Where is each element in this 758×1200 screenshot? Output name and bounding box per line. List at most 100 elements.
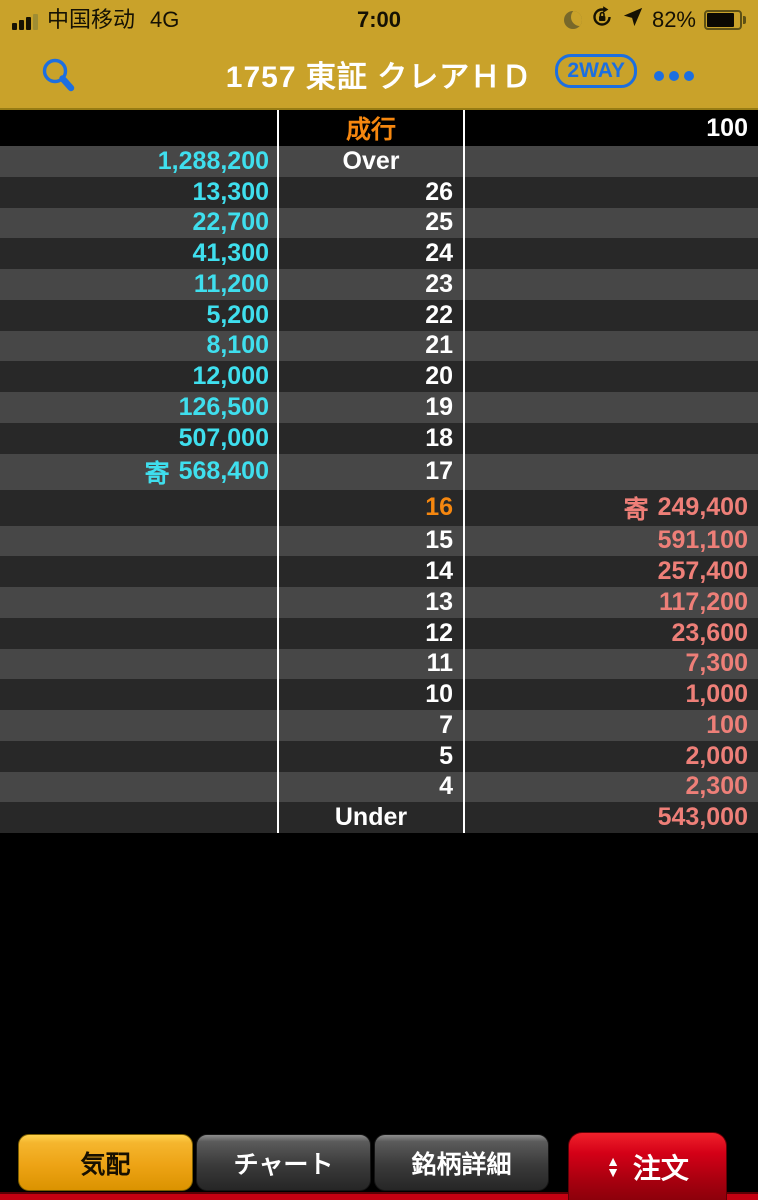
price-cell[interactable]: 18	[277, 422, 465, 454]
bid-qty-cell[interactable]	[0, 526, 277, 557]
ask-qty-cell[interactable]: 寄 249,400	[465, 490, 758, 526]
bid-qty-cell[interactable]	[0, 772, 277, 803]
ask-qty-cell[interactable]: 100	[465, 710, 758, 741]
bid-qty-cell[interactable]	[0, 802, 277, 833]
ask-qty-cell[interactable]	[465, 238, 758, 269]
ask-qty-cell[interactable]: 117,200	[465, 587, 758, 618]
price-cell[interactable]: Under	[277, 802, 465, 833]
ask-qty-cell[interactable]	[465, 177, 758, 208]
bid-qty-cell[interactable]: 8,100	[0, 331, 277, 362]
bid-qty-cell[interactable]: 13,300	[0, 177, 277, 208]
bid-qty-cell[interactable]	[0, 110, 277, 146]
price-cell[interactable]: 21	[277, 330, 465, 362]
price-cell[interactable]: 16	[277, 489, 465, 526]
ask-qty-cell[interactable]: 257,400	[465, 556, 758, 587]
board-row[interactable]: 11 7,300	[0, 648, 758, 680]
bid-qty-cell[interactable]	[0, 490, 277, 526]
price-cell[interactable]: Over	[277, 146, 465, 177]
order-button[interactable]: ▲ ▼ 注文	[568, 1132, 727, 1200]
board-row[interactable]: 13,300 26	[0, 176, 758, 208]
ask-qty-cell[interactable]: 2,000	[465, 741, 758, 772]
board-row[interactable]: 8,100 21	[0, 330, 758, 362]
bid-qty-cell[interactable]: 126,500	[0, 392, 277, 423]
ask-qty-cell[interactable]: 2,300	[465, 772, 758, 803]
price-cell[interactable]: 17	[277, 453, 465, 490]
ask-qty-cell[interactable]: 543,000	[465, 802, 758, 833]
ask-qty-cell[interactable]: 1,000	[465, 679, 758, 710]
ask-qty-cell[interactable]	[465, 208, 758, 239]
price-cell[interactable]: 26	[277, 176, 465, 208]
bid-qty-cell[interactable]: 5,200	[0, 300, 277, 331]
bid-qty-cell[interactable]: 11,200	[0, 269, 277, 300]
bid-qty-cell[interactable]: 507,000	[0, 423, 277, 454]
price-cell[interactable]: 24	[277, 238, 465, 269]
price-cell[interactable]: 10	[277, 679, 465, 710]
bid-qty-cell[interactable]	[0, 710, 277, 741]
board-row[interactable]: 7 100	[0, 710, 758, 741]
board-row[interactable]: 12 23,600	[0, 617, 758, 649]
bid-qty-cell[interactable]	[0, 649, 277, 680]
two-way-button[interactable]: 2WAY	[555, 54, 637, 88]
bid-qty-cell[interactable]	[0, 587, 277, 618]
board-row[interactable]: 15 591,100	[0, 525, 758, 557]
board-row[interactable]: 41,300 24	[0, 238, 758, 269]
bid-qty-cell[interactable]: 41,300	[0, 238, 277, 269]
ask-qty-cell[interactable]: 7,300	[465, 649, 758, 680]
board-row[interactable]: 寄 568,400 17	[0, 453, 758, 490]
ask-qty-cell[interactable]	[465, 146, 758, 177]
ask-qty-cell[interactable]	[465, 454, 758, 490]
status-bar: 中国移动 4G 7:00 82%	[0, 0, 758, 40]
bid-qty-cell[interactable]: 12,000	[0, 361, 277, 392]
board-row[interactable]: 507,000 18	[0, 422, 758, 454]
board-row[interactable]: 4 2,300	[0, 771, 758, 803]
board-row[interactable]: 1,288,200 Over	[0, 146, 758, 177]
price-cell[interactable]: 4	[277, 771, 465, 803]
board-row[interactable]: Under 543,000	[0, 802, 758, 833]
board-row[interactable]: 5 2,000	[0, 740, 758, 772]
search-button[interactable]	[38, 54, 78, 98]
ask-qty-cell[interactable]	[465, 269, 758, 300]
ask-qty-cell[interactable]: 23,600	[465, 618, 758, 649]
ask-qty-cell[interactable]	[465, 300, 758, 331]
ask-qty-cell[interactable]: 591,100	[465, 526, 758, 557]
board-row[interactable]: 16 寄 249,400	[0, 489, 758, 526]
price-cell[interactable]: 11	[277, 648, 465, 680]
tab-symbol-detail[interactable]: 銘柄詳細	[374, 1134, 549, 1191]
board-row[interactable]: 10 1,000	[0, 679, 758, 710]
ask-qty-cell[interactable]	[465, 423, 758, 454]
bid-qty-cell[interactable]	[0, 618, 277, 649]
tab-quotes[interactable]: 気配	[18, 1134, 193, 1191]
price-cell[interactable]: 12	[277, 617, 465, 649]
price-cell[interactable]: 5	[277, 740, 465, 772]
price-cell[interactable]: 15	[277, 525, 465, 557]
price-cell[interactable]: 成行	[277, 110, 465, 146]
board-row[interactable]: 22,700 25	[0, 207, 758, 239]
ask-qty-cell[interactable]	[465, 392, 758, 423]
price-cell[interactable]: 20	[277, 361, 465, 392]
board-row[interactable]: 126,500 19	[0, 392, 758, 423]
price-cell[interactable]: 14	[277, 556, 465, 587]
price-cell[interactable]: 19	[277, 392, 465, 423]
price-cell[interactable]: 23	[277, 269, 465, 300]
bid-qty-cell[interactable]	[0, 741, 277, 772]
more-options-button[interactable]	[654, 71, 694, 81]
bid-qty-cell[interactable]	[0, 679, 277, 710]
bid-qty-cell[interactable]	[0, 556, 277, 587]
board-row[interactable]: 成行 100	[0, 110, 758, 146]
bid-qty-cell[interactable]: 22,700	[0, 208, 277, 239]
bid-qty-cell[interactable]: 寄 568,400	[0, 454, 277, 490]
board-row[interactable]: 13 117,200	[0, 587, 758, 618]
board-row[interactable]: 12,000 20	[0, 361, 758, 392]
price-cell[interactable]: 25	[277, 207, 465, 239]
tab-chart[interactable]: チャート	[196, 1134, 371, 1191]
board-row[interactable]: 5,200 22	[0, 299, 758, 331]
board-row[interactable]: 14 257,400	[0, 556, 758, 587]
price-cell[interactable]: 13	[277, 587, 465, 618]
ask-qty-cell[interactable]: 100	[465, 110, 758, 146]
ask-qty-cell[interactable]	[465, 331, 758, 362]
board-row[interactable]: 11,200 23	[0, 269, 758, 300]
price-cell[interactable]: 7	[277, 710, 465, 741]
bid-qty-cell[interactable]: 1,288,200	[0, 146, 277, 177]
ask-qty-cell[interactable]	[465, 361, 758, 392]
price-cell[interactable]: 22	[277, 299, 465, 331]
